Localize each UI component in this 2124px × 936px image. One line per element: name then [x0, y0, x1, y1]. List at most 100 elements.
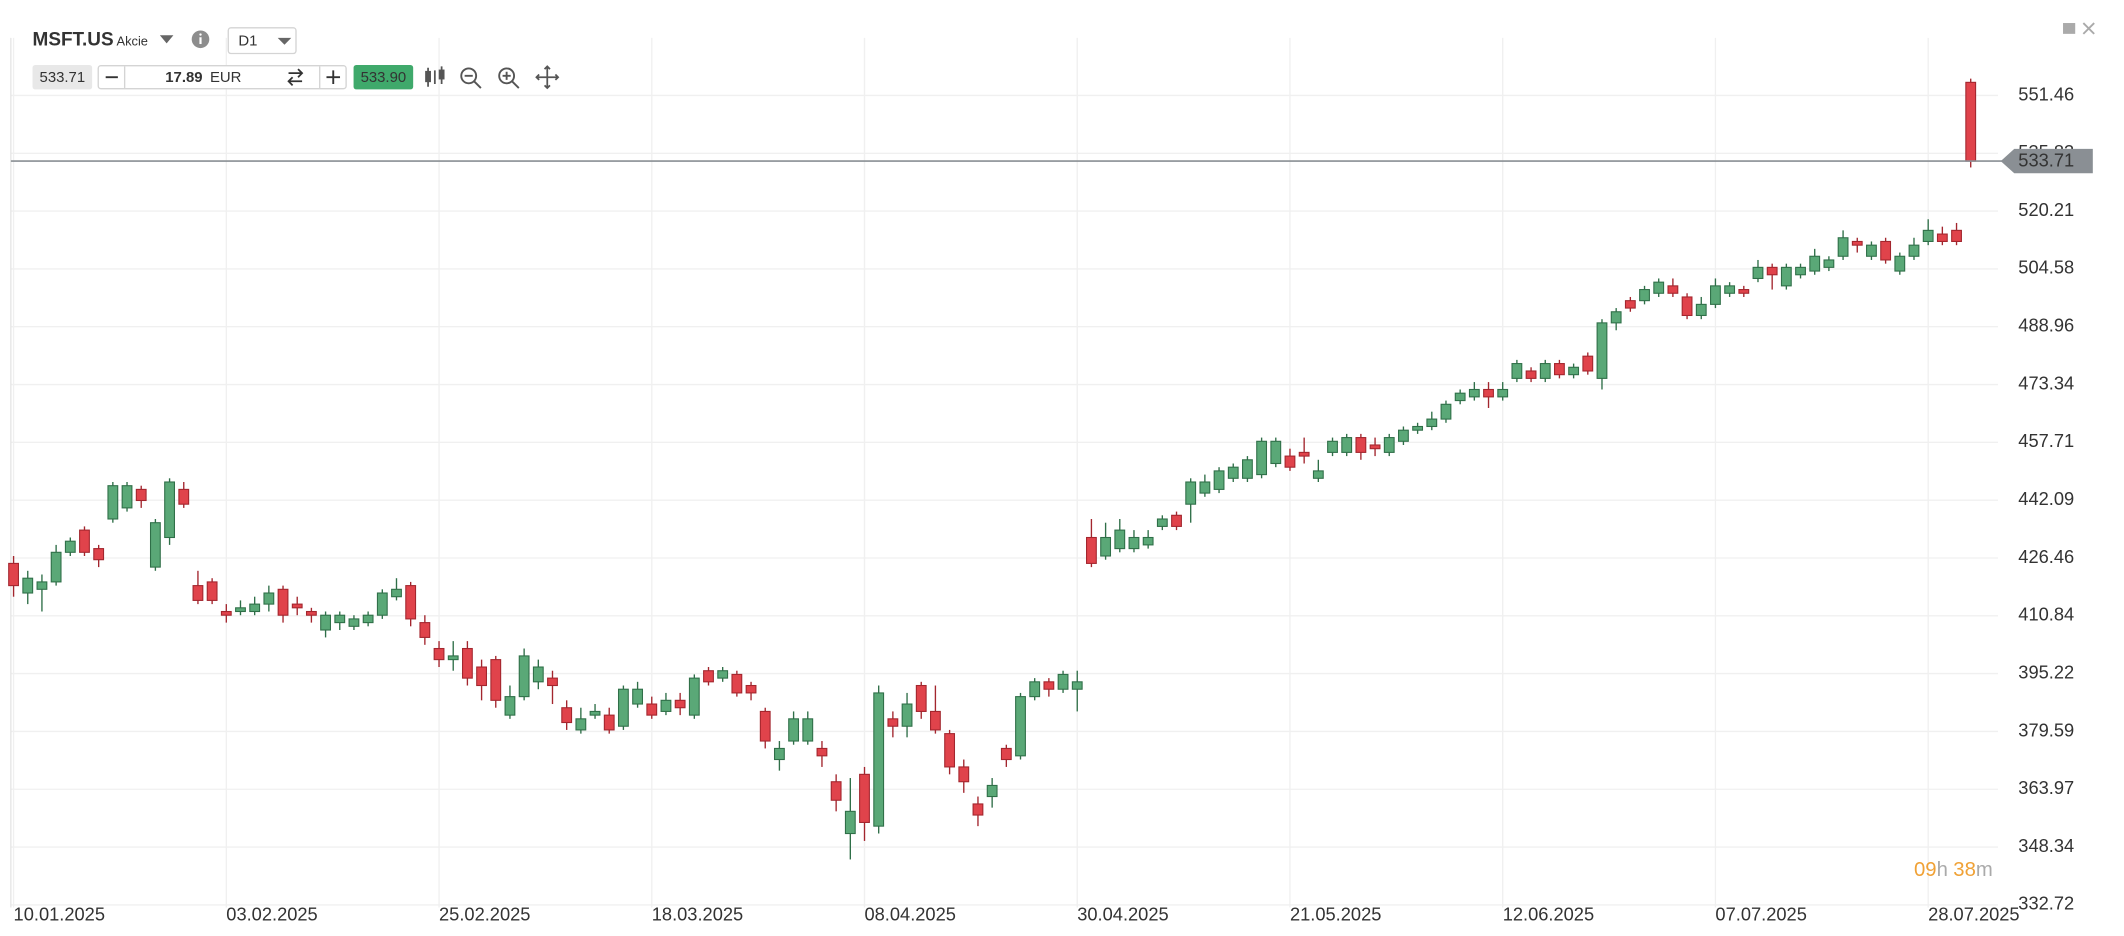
timeframe-select[interactable] — [227, 27, 297, 55]
candle-body — [362, 614, 374, 624]
y-tick-label: 379.59 — [2018, 719, 2074, 740]
y-tick-label: 395.22 — [2018, 661, 2074, 682]
info-icon-stem — [199, 37, 202, 45]
candle-body — [603, 714, 615, 731]
candle-body — [929, 710, 941, 731]
candle-body — [1710, 285, 1721, 305]
symbol[interactable]: MSFT.US — [33, 30, 114, 51]
candle-body — [887, 718, 899, 727]
buy-button[interactable] — [353, 65, 414, 90]
candle-body — [320, 614, 331, 631]
grid-layer — [10, 37, 1998, 908]
candle-body — [1412, 425, 1424, 431]
candle-body — [1795, 266, 1806, 276]
candle-body — [1624, 300, 1636, 309]
candle-body — [575, 718, 587, 731]
candle-body — [1128, 536, 1140, 550]
increase-button[interactable] — [326, 70, 341, 84]
candle-body — [1951, 229, 1962, 242]
close-button[interactable] — [2082, 22, 2095, 35]
candle-body — [561, 707, 573, 724]
window-controls — [2063, 22, 2095, 35]
candle-body — [1199, 481, 1211, 494]
candle-body — [1610, 311, 1622, 324]
x-tick-label: 07.07.2025 — [1715, 904, 1806, 925]
candle-body — [617, 688, 629, 727]
candle-body — [1242, 459, 1253, 479]
candle-body — [1539, 363, 1551, 379]
zoom-in-icon[interactable] — [498, 67, 520, 89]
candle-body — [1738, 289, 1750, 294]
candle-body — [8, 562, 19, 587]
candle-body — [1171, 514, 1182, 527]
candle-body — [745, 684, 757, 694]
candle-body — [518, 655, 530, 698]
x-tick-label: 12.06.2025 — [1503, 904, 1594, 925]
candle-body — [1724, 285, 1736, 294]
y-tick-label: 410.84 — [2018, 604, 2074, 625]
candle-body — [1695, 303, 1707, 317]
candle-body — [192, 585, 204, 601]
x-tick-label: 21.05.2025 — [1290, 904, 1381, 925]
candle-body — [1639, 289, 1650, 302]
candle-body — [1383, 437, 1395, 453]
sell-price: 533.71 — [40, 70, 86, 86]
candle-body — [802, 718, 814, 742]
candle-body — [901, 703, 913, 727]
candle-body — [405, 585, 417, 620]
candle-layer — [8, 78, 1977, 860]
candle-body — [1071, 681, 1083, 690]
symbol-bar: MSFT.US Akcie D1 — [33, 27, 297, 55]
candle-body — [79, 529, 90, 553]
candle-body — [1454, 392, 1466, 402]
candle-body — [674, 699, 686, 709]
candle-body — [1043, 681, 1055, 690]
candle-body — [476, 666, 488, 687]
candle-body — [1468, 388, 1480, 398]
sell-button[interactable] — [32, 65, 93, 90]
candle-body — [660, 699, 672, 712]
candle-body — [1936, 233, 1948, 242]
zoom-out-icon[interactable] — [460, 67, 482, 89]
last-price-tag — [2000, 148, 2093, 174]
candle-body — [121, 485, 133, 509]
countdown-minute-unit: m — [1976, 859, 1993, 881]
icon-stroke — [464, 74, 482, 89]
candle-body — [1880, 240, 1892, 261]
info-icon-dot — [199, 33, 202, 36]
candle-body — [490, 659, 502, 701]
candle-body — [731, 673, 743, 694]
axis-layer: 551.46535.83520.21504.58488.96473.34457.… — [10, 83, 2093, 925]
candle-body — [93, 548, 105, 561]
swap-icon[interactable] — [287, 68, 304, 86]
candle-body — [1156, 518, 1168, 527]
volume[interactable]: 17.89 — [165, 70, 202, 86]
icon-lens — [498, 67, 516, 85]
candle-body — [1568, 366, 1580, 376]
x-tick-label: 28.07.2025 — [1928, 904, 2019, 925]
icon-stroke — [502, 71, 520, 89]
candle-body — [1114, 529, 1126, 550]
candle-body — [859, 773, 870, 823]
y-tick-label: 473.34 — [2018, 372, 2074, 393]
candle-body — [972, 803, 984, 816]
candle-body — [1284, 455, 1296, 468]
x-tick-label: 03.02.2025 — [226, 904, 317, 925]
candle-body — [178, 488, 190, 505]
chart-type-icon[interactable] — [425, 66, 445, 87]
candle-body — [1341, 437, 1353, 453]
y-tick-label: 363.97 — [2018, 777, 2074, 798]
candle-body — [1766, 266, 1778, 276]
candle-body — [1681, 296, 1693, 317]
minimize-button[interactable] — [2063, 23, 2076, 34]
y-tick-label: 332.72 — [2018, 893, 2074, 914]
candle-body — [944, 733, 956, 768]
candle-body — [305, 610, 317, 616]
last-price-label: 533.71 — [2018, 150, 2074, 171]
candle-body — [1667, 285, 1679, 294]
timeframe: D1 — [238, 33, 257, 49]
symbol-dropdown[interactable] — [159, 35, 174, 44]
candle-body — [1596, 322, 1608, 379]
countdown: 09h 38m — [1914, 859, 1993, 881]
pan-icon[interactable] — [535, 65, 560, 90]
